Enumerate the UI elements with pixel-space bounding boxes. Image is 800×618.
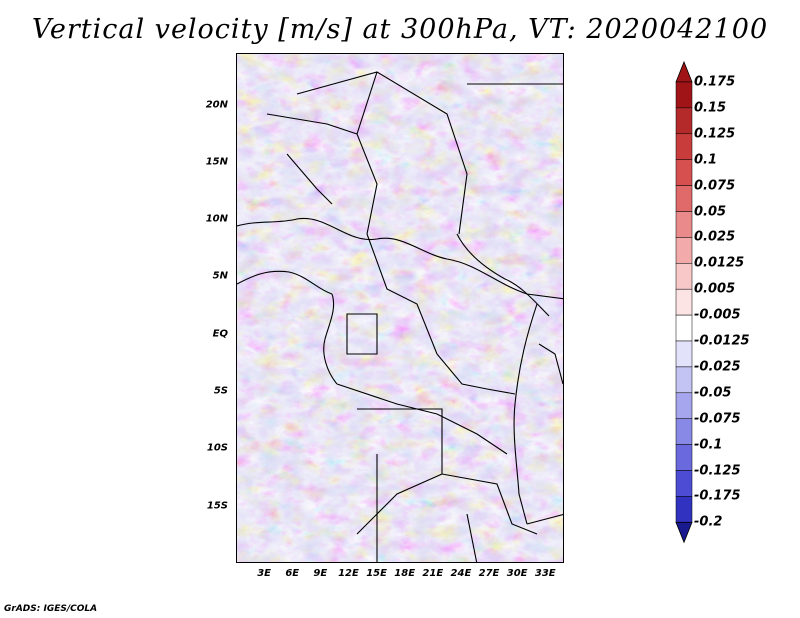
- colorbar-swatch: [675, 288, 693, 316]
- colorbar-level-label: 0.05: [694, 204, 727, 219]
- colorbar-swatch: [675, 314, 693, 342]
- lon-tick-label: 27E: [478, 568, 500, 579]
- colorbar-swatch: [675, 107, 693, 135]
- colorbar-swatch: [675, 392, 693, 419]
- grads-credit: GrADS: IGES/COLA: [4, 604, 98, 614]
- lat-tick-label: 20N: [205, 99, 228, 111]
- lat-tick-label: 15N: [205, 156, 228, 168]
- velocity-field-shading: [237, 54, 563, 562]
- colorbar-level-label: -0.175: [694, 488, 741, 504]
- lon-tick-label: 18E: [394, 568, 416, 579]
- lat-tick-label: 5S: [213, 385, 228, 397]
- colorbar-level-label: 0.075: [694, 178, 736, 194]
- colorbar-level-label: -0.05: [694, 385, 732, 401]
- colorbar: [675, 60, 693, 544]
- colorbar-level-label: -0.125: [694, 463, 741, 478]
- colorbar-top-arrow: [675, 60, 693, 83]
- colorbar-swatch: [675, 185, 693, 212]
- lon-tick-label: 9E: [313, 568, 328, 579]
- colorbar-swatch: [675, 81, 693, 109]
- colorbar-swatch: [675, 211, 693, 238]
- colorbar-level-label: 0.125: [694, 126, 736, 142]
- colorbar-swatch: [675, 444, 693, 471]
- lon-tick-label: 30E: [506, 568, 528, 579]
- lon-tick-label: 3E: [257, 568, 272, 579]
- lon-tick-label: 21E: [422, 568, 444, 579]
- colorbar-swatch: [675, 496, 693, 523]
- colorbar-level-label: 0.025: [694, 229, 736, 245]
- colorbar-level-label: -0.0125: [694, 333, 750, 349]
- colorbar-swatch: [675, 159, 693, 186]
- colorbar-swatch: [675, 366, 693, 394]
- lon-tick-label: 12E: [338, 568, 359, 579]
- map-title: Vertical velocity [m/s] at 300hPa, VT: 2…: [31, 14, 769, 45]
- colorbar-level-label: -0.2: [694, 514, 723, 530]
- colorbar-swatch: [675, 263, 693, 290]
- map-plot-area: [236, 53, 564, 563]
- colorbar-swatch: [675, 133, 693, 160]
- colorbar-swatch: [675, 470, 693, 497]
- colorbar-level-label: -0.025: [694, 359, 741, 375]
- colorbar-level-label: 0.15: [694, 100, 727, 116]
- colorbar-swatch: [675, 237, 693, 264]
- lon-tick-label: 24E: [450, 568, 472, 579]
- lon-tick-label: 15E: [366, 568, 387, 579]
- lat-tick-label: EQ: [212, 328, 228, 340]
- lat-tick-label: 15S: [206, 500, 228, 512]
- colorbar-level-label: -0.1: [694, 437, 723, 453]
- country-borders: [237, 71, 563, 562]
- lon-tick-label: 33E: [534, 568, 556, 579]
- colorbar-swatch: [675, 418, 693, 445]
- colorbar-level-label: -0.005: [694, 307, 741, 323]
- colorbar-level-label: 0.175: [694, 74, 736, 90]
- colorbar-swatch: [675, 340, 693, 368]
- colorbar-level-label: 0.0125: [694, 255, 745, 271]
- colorbar-bottom-arrow: [675, 521, 693, 544]
- colorbar-level-label: -0.075: [694, 411, 741, 427]
- vertical-velocity-map: [237, 54, 563, 562]
- colorbar-level-label: 0.005: [694, 281, 736, 297]
- lat-tick-label: 5N: [212, 270, 228, 282]
- lat-tick-label: 10S: [206, 442, 228, 454]
- lat-tick-label: 10N: [205, 213, 228, 225]
- lon-tick-label: 6E: [285, 568, 300, 579]
- colorbar-level-label: 0.1: [694, 152, 718, 168]
